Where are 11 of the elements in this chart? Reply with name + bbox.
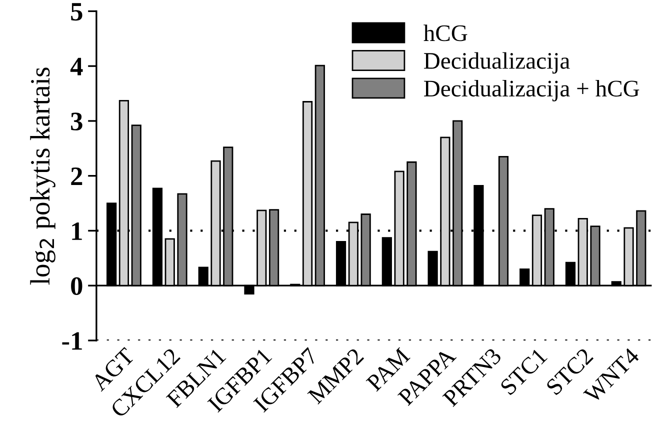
y-axis-title: log$_{2}$ pokytis kartais — [30, 68, 56, 285]
y-tick-label: 4 — [70, 58, 83, 76]
y-tick-label: 3 — [71, 112, 82, 130]
y-tick-label: -1 — [62, 332, 82, 350]
legend-label: hCG — [424, 24, 468, 42]
legend-label: Decidualizacija — [424, 52, 570, 74]
y-tick-label: 2 — [71, 168, 82, 185]
y-tick-label: 5 — [71, 3, 82, 21]
legend-label: Decidualizacija + hCG — [424, 80, 640, 102]
y-tick-label: 1 — [72, 222, 82, 240]
y-tick-label: 0 — [71, 277, 82, 296]
